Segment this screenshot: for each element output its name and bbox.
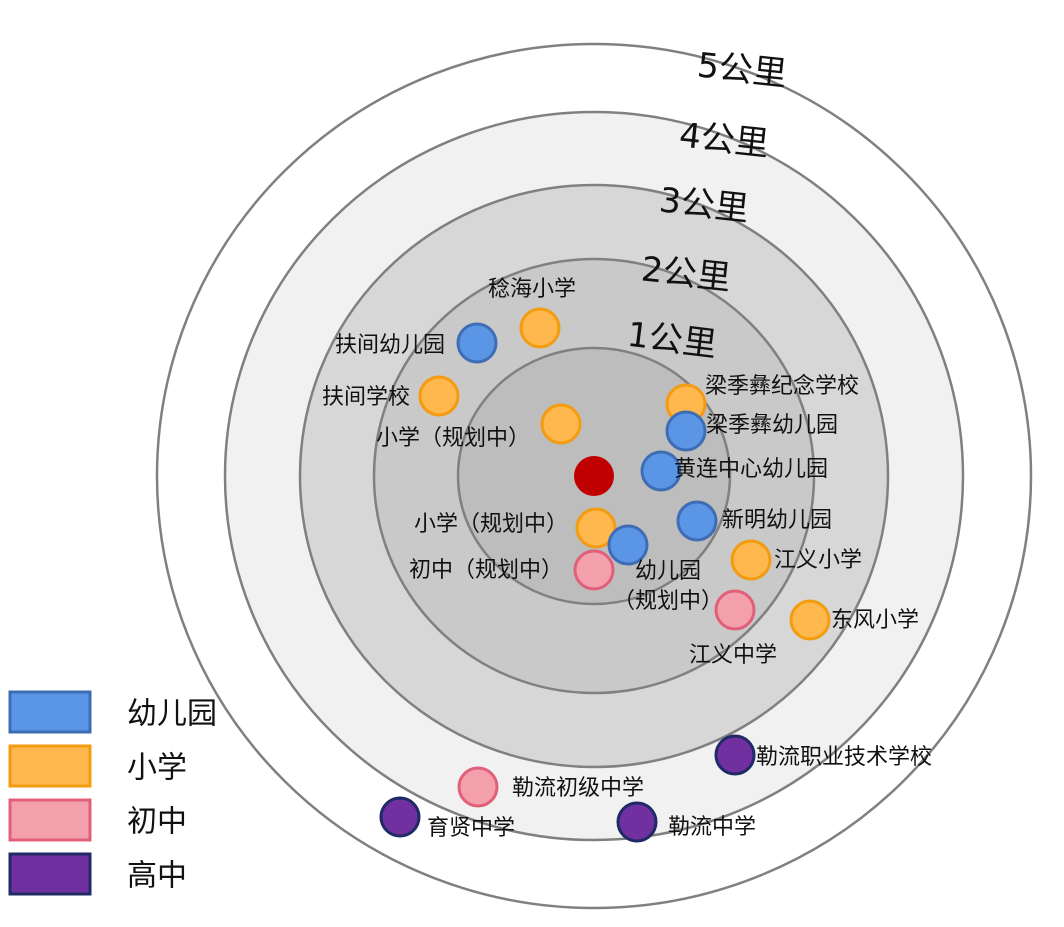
primary-marker <box>418 375 460 417</box>
school-label: 黄连中心幼儿园 <box>674 457 828 482</box>
school-label: 育贤中学 <box>427 816 515 841</box>
legend-swatch <box>8 744 92 788</box>
school-label: 东风小学 <box>831 608 919 633</box>
primary-marker <box>519 307 561 349</box>
legend-item-senior: 高中 <box>8 852 187 896</box>
school-label: 江义小学 <box>774 548 862 573</box>
junior-marker <box>573 549 615 591</box>
legend-label: 幼儿园 <box>127 697 217 732</box>
school-kindergarten-2: 扶间幼儿园 <box>335 322 498 364</box>
school-label: 梁季彝幼儿园 <box>706 413 838 438</box>
legend-item-primary: 小学 <box>8 744 187 788</box>
school-primary-4: 小学（规划中） <box>376 403 582 451</box>
school-primary-12: 江义小学 <box>730 539 862 581</box>
school-primary-9: 小学（规划中） <box>414 507 617 549</box>
ring-label-2km: 2公里 <box>639 249 732 298</box>
senior-marker <box>714 734 756 776</box>
school-label: 稔海小学 <box>488 277 576 302</box>
legend-swatch <box>8 690 92 734</box>
kindergarten-marker <box>640 450 682 492</box>
school-label: 勒流中学 <box>668 815 756 840</box>
kindergarten-marker <box>665 410 707 452</box>
junior-marker <box>714 589 756 631</box>
senior-marker <box>616 801 658 843</box>
school-primary-3: 扶间学校 <box>322 375 460 417</box>
school-junior-16: 勒流初级中学 <box>457 766 644 808</box>
school-senior-15: 勒流职业技术学校 <box>714 734 932 776</box>
school-label: 江义中学 <box>689 643 777 668</box>
legend-label: 小学 <box>127 751 187 786</box>
school-label: 小学（规划中） <box>414 512 568 537</box>
senior-marker <box>379 796 421 838</box>
legend-swatch <box>8 852 92 896</box>
school-label: 幼儿园（规划中） <box>613 559 723 614</box>
legend-label: 高中 <box>127 859 187 894</box>
school-label: 勒流初级中学 <box>512 776 644 801</box>
kindergarten-marker <box>456 322 498 364</box>
school-label: 勒流职业技术学校 <box>756 745 932 770</box>
ring-label-3km: 3公里 <box>657 180 750 229</box>
legend-item-junior: 初中 <box>8 798 187 842</box>
primary-marker <box>575 507 617 549</box>
school-kindergarten-8: 新明幼儿园 <box>676 500 832 542</box>
primary-marker <box>789 599 831 641</box>
school-label: 新明幼儿园 <box>722 508 832 533</box>
school-junior-11: 初中（规划中） <box>409 549 615 591</box>
school-junior-13: 江义中学 <box>689 589 777 668</box>
school-senior-17: 育贤中学 <box>379 796 515 841</box>
school-label: 梁季彝纪念学校 <box>705 374 859 399</box>
school-label: 初中（规划中） <box>409 558 563 583</box>
legend-swatch <box>8 798 92 842</box>
legend-item-kindergarten: 幼儿园 <box>8 690 217 734</box>
school-kindergarten-6: 梁季彝幼儿园 <box>665 410 838 452</box>
school-label: 扶间幼儿园 <box>335 333 445 358</box>
center-point-marker <box>574 456 614 496</box>
legend-label: 初中 <box>127 805 187 840</box>
school-primary-1: 稔海小学 <box>488 277 576 349</box>
school-primary-14: 东风小学 <box>789 599 919 641</box>
school-label: 扶间学校 <box>322 385 410 410</box>
school-kindergarten-7: 黄连中心幼儿园 <box>640 450 828 492</box>
kindergarten-marker <box>607 524 649 566</box>
ring-label-4km: 4公里 <box>677 115 770 164</box>
school-kindergarten-10: 幼儿园（规划中） <box>607 524 723 614</box>
ring-label-5km: 5公里 <box>695 45 788 94</box>
school-label: 小学（规划中） <box>376 426 530 451</box>
primary-marker <box>540 403 582 445</box>
kindergarten-marker <box>676 500 718 542</box>
junior-marker <box>457 766 499 808</box>
primary-marker <box>730 539 772 581</box>
school-senior-18: 勒流中学 <box>616 801 756 843</box>
